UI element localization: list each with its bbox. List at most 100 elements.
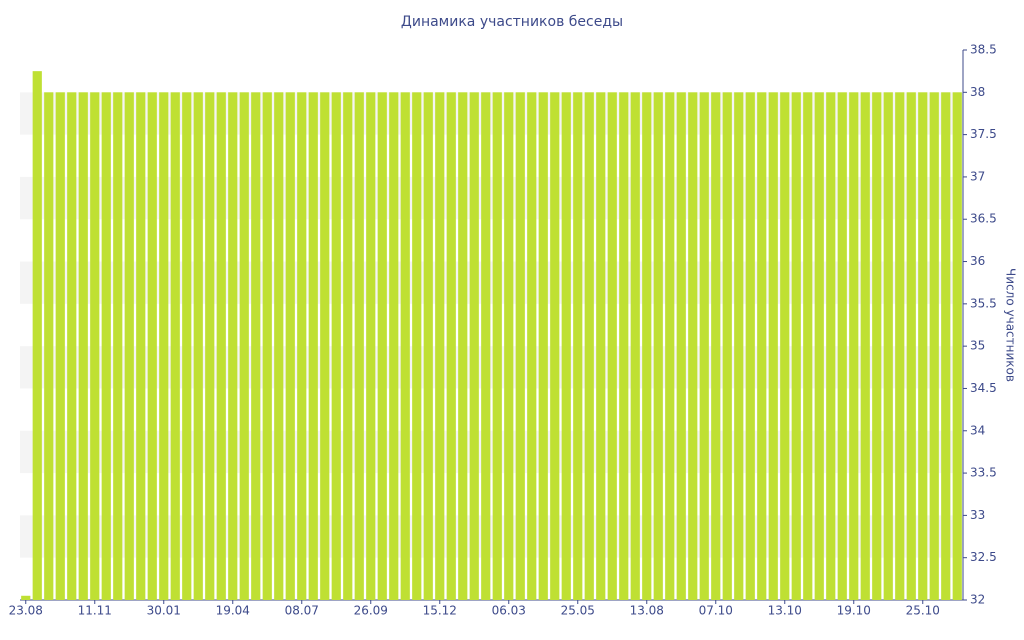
y-tick-label: 32.5 (970, 550, 997, 564)
bar (757, 92, 767, 601)
y-tick-label: 34.5 (970, 381, 997, 395)
y-tick-label: 38.5 (970, 43, 997, 57)
bar (607, 92, 617, 601)
bar (412, 92, 422, 601)
bar (849, 92, 859, 601)
bar (642, 92, 652, 601)
x-tick-label: 13.08 (630, 604, 664, 618)
y-tick-label: 33 (970, 508, 985, 522)
bar (952, 92, 962, 601)
y-tick-label: 36.5 (970, 212, 997, 226)
bar (67, 92, 77, 601)
bar (527, 92, 537, 601)
bar (803, 92, 813, 601)
bar (826, 92, 836, 601)
bar (561, 92, 571, 601)
bar (688, 92, 698, 601)
y-tick-label: 33.5 (970, 466, 997, 480)
bar (136, 92, 146, 601)
bar (504, 92, 514, 601)
bar (653, 92, 663, 601)
y-tick-label: 37 (970, 169, 985, 183)
x-tick-label: 07.10 (699, 604, 733, 618)
bar (435, 92, 445, 601)
bar (182, 92, 192, 601)
bar (550, 92, 560, 601)
bar (44, 92, 54, 601)
bar (780, 92, 790, 601)
bar (872, 92, 882, 601)
bar (458, 92, 468, 601)
y-tick-label: 34 (970, 423, 985, 437)
bar (159, 92, 169, 601)
bar (446, 92, 456, 601)
bar (90, 92, 100, 601)
bar (584, 92, 594, 601)
bar (205, 92, 215, 601)
bar (941, 92, 951, 601)
bar (492, 92, 502, 601)
x-tick-label: 26.09 (354, 604, 388, 618)
bar (147, 92, 157, 601)
bar (722, 92, 732, 601)
bar (216, 92, 226, 601)
bar (481, 92, 491, 601)
x-tick-label: 06.03 (492, 604, 526, 618)
bar (32, 71, 42, 600)
bar (389, 92, 399, 601)
bar (124, 92, 134, 601)
bar (320, 92, 330, 601)
bar (860, 92, 870, 601)
bar (377, 92, 387, 601)
x-tick-label: 15.12 (423, 604, 457, 618)
bar (239, 92, 249, 601)
bar (929, 92, 939, 601)
bar (619, 92, 629, 601)
bar (262, 92, 272, 601)
bar (101, 92, 111, 601)
x-tick-label: 25.05 (561, 604, 595, 618)
bar (354, 92, 364, 601)
bar (469, 92, 479, 601)
bar (228, 92, 238, 601)
y-tick-label: 37.5 (970, 127, 997, 141)
y-axis-label: Число участников (1004, 268, 1018, 382)
bar (768, 92, 778, 601)
bar (21, 595, 31, 600)
x-tick-label: 08.07 (285, 604, 319, 618)
bar (596, 92, 606, 601)
x-tick-label: 11.11 (78, 604, 112, 618)
bar (515, 92, 525, 601)
x-tick-label: 23.08 (9, 604, 43, 618)
bar (285, 92, 295, 601)
x-tick-label: 30.01 (147, 604, 181, 618)
bar (906, 92, 916, 601)
bar (274, 92, 284, 601)
bar (55, 92, 65, 601)
bar (297, 92, 307, 601)
bar (676, 92, 686, 601)
bar (538, 92, 548, 601)
bar (343, 92, 353, 601)
bar (665, 92, 675, 601)
bar (308, 92, 318, 601)
bar (78, 92, 88, 601)
bar (400, 92, 410, 601)
bar (711, 92, 721, 601)
bar (734, 92, 744, 601)
y-tick-label: 32 (970, 593, 985, 607)
y-tick-label: 35.5 (970, 296, 997, 310)
x-tick-label: 19.10 (837, 604, 871, 618)
bar (883, 92, 893, 601)
x-tick-label: 25.10 (906, 604, 940, 618)
y-tick-label: 35 (970, 339, 985, 353)
bar (918, 92, 928, 601)
bar (699, 92, 709, 601)
x-tick-label: 19.04 (216, 604, 250, 618)
bar (251, 92, 261, 601)
bar (423, 92, 433, 601)
bar (366, 92, 376, 601)
y-tick-label: 38 (970, 85, 985, 99)
bar (630, 92, 640, 601)
